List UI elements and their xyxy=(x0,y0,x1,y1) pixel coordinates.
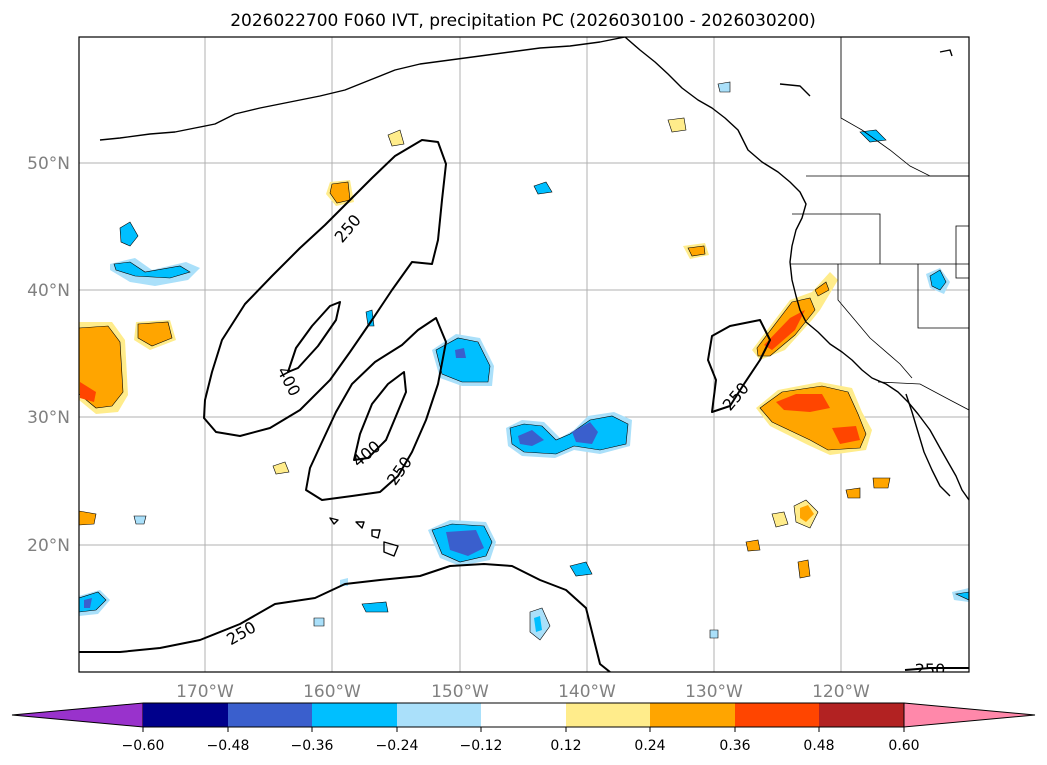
contour-label: 400 xyxy=(349,437,385,471)
longitude-labels: 170°W 160°W 150°W 140°W 130°W 120°W xyxy=(176,682,870,702)
map-frame xyxy=(78,36,970,673)
colorbar-segment xyxy=(481,703,566,727)
colorbar-tick-label: 0.12 xyxy=(550,738,581,754)
colorbar-ticks xyxy=(142,727,905,732)
colorbar-segment xyxy=(650,703,735,727)
colorbar-segment xyxy=(228,703,312,727)
lat-label: 30°N xyxy=(27,408,70,428)
contour-label: 250 xyxy=(331,211,365,247)
map-panel: 250 400 400 250 250 250 250 xyxy=(78,36,970,679)
colorbar-segment xyxy=(566,703,650,727)
coastlines xyxy=(99,37,969,557)
lon-label: 120°W xyxy=(812,682,870,702)
lat-label: 50°N xyxy=(27,154,70,174)
colorbar-tick-label: −0.36 xyxy=(291,738,334,754)
lon-label: 150°W xyxy=(431,682,489,702)
colorbar-tick-label: −0.12 xyxy=(460,738,503,754)
lon-label: 130°W xyxy=(685,682,743,702)
gridlines xyxy=(79,37,969,672)
colorbar-tick-label: 0.60 xyxy=(888,738,919,754)
contour-label: 250 xyxy=(915,660,946,679)
colorbar-segment xyxy=(312,703,397,727)
colorbar-segment xyxy=(143,703,228,727)
contour-label: 400 xyxy=(273,363,304,399)
colorbar-segment xyxy=(397,703,481,727)
lon-label: 170°W xyxy=(176,682,234,702)
colorbar-tick-label: −0.48 xyxy=(207,738,250,754)
colorbar-tick-label: 0.24 xyxy=(634,738,665,754)
latitude-labels: 50°N 40°N 30°N 20°N xyxy=(27,154,70,556)
ivt-contours xyxy=(79,139,969,672)
colorbar-tick-label: −0.60 xyxy=(122,738,165,754)
lat-label: 40°N xyxy=(27,281,70,301)
precip-pc-positive xyxy=(79,117,891,579)
colorbar-tick-labels: −0.60 −0.48 −0.36 −0.24 −0.12 0.12 0.24 … xyxy=(122,738,920,754)
colorbar-segment xyxy=(819,703,904,727)
map-title: 2026022700 F060 IVT, precipitation PC (2… xyxy=(230,11,816,31)
political-borders xyxy=(790,37,969,411)
contour-label: 250 xyxy=(383,453,416,489)
precip-pc-negative xyxy=(79,81,969,641)
lat-label: 20°N xyxy=(27,536,70,556)
colorbar-tick-label: −0.24 xyxy=(376,738,419,754)
contour-label: 250 xyxy=(223,617,259,649)
colorbar-tick-label: 0.48 xyxy=(803,738,834,754)
colorbar-extend-min xyxy=(11,702,144,728)
lon-label: 140°W xyxy=(558,682,616,702)
colorbar: −0.60 −0.48 −0.36 −0.24 −0.12 0.12 0.24 … xyxy=(11,702,1036,754)
lon-label: 160°W xyxy=(303,682,361,702)
colorbar-extend-max xyxy=(903,702,1036,728)
colorbar-segment xyxy=(735,703,819,727)
colorbar-tick-label: 0.36 xyxy=(719,738,750,754)
